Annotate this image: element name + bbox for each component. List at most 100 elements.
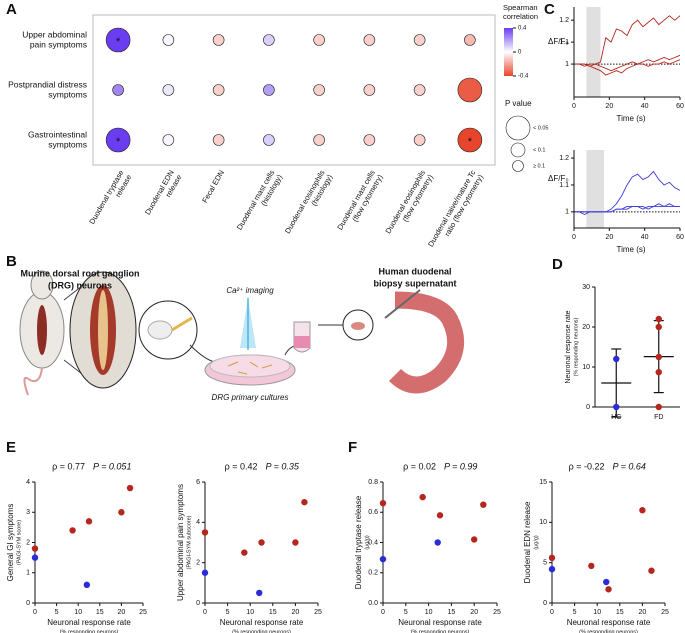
dot (655, 323, 662, 331)
x-tick-label: 15 (448, 609, 456, 616)
x-tick-label: 20 (118, 609, 126, 616)
bubble (162, 34, 175, 46)
trace (574, 15, 681, 67)
y-axis-sublabel: (µg/g) (533, 535, 539, 550)
point (69, 527, 76, 534)
x-tick-label: 0 (572, 234, 576, 241)
x-axis-label: Neuronal response rate (47, 618, 131, 627)
point (292, 539, 299, 546)
point (379, 499, 387, 507)
supernatant (294, 336, 310, 348)
x-tick-label: 5 (404, 609, 408, 616)
x-tick-label: 60 (676, 103, 684, 110)
point (548, 565, 556, 573)
rat-spine (37, 305, 47, 355)
bubble (112, 84, 124, 96)
point (588, 562, 595, 570)
point (379, 555, 387, 563)
forceps (384, 289, 421, 319)
row-label: symptoms (48, 89, 87, 99)
point (201, 529, 209, 536)
y-axis-label: ΔF/F₀ (548, 37, 569, 46)
y-tick-label: 1.2 (559, 17, 569, 24)
colorbar-tick-label: 0.4 (518, 26, 527, 32)
stimulus-shade (586, 7, 601, 97)
x-tick-label: 15 (616, 609, 624, 616)
y-tick-label: 1 (26, 570, 30, 577)
y-tick-label: 0 (196, 600, 200, 607)
bubble (413, 34, 426, 46)
rho-label: ρ = 0.42 (225, 461, 258, 471)
x-tick-label: 40 (641, 234, 649, 241)
y-axis-sublabel: (PAGI-SYM subscore) (186, 515, 192, 569)
x-tick-label: 10 (74, 609, 82, 616)
dot (655, 353, 662, 361)
point (605, 586, 612, 593)
bubble (263, 84, 275, 96)
colorbar-tick-label: -0.4 (518, 74, 529, 80)
p-label: P = 0.64 (613, 461, 646, 471)
y-tick-label: 10 (539, 519, 547, 526)
point (201, 569, 209, 576)
size-legend-circle (505, 115, 531, 141)
y-axis-label: Duodenal tryptase release (354, 495, 363, 589)
point (256, 589, 263, 597)
y-tick-label: 4 (196, 519, 200, 526)
y-tick-label: 10 (582, 364, 590, 371)
bubble (313, 84, 325, 96)
panel-b-illustration: Murine dorsal root ganglion (DRG) neuron… (19, 266, 465, 402)
y-tick-label: 1 (565, 209, 569, 216)
y-tick-label: 0 (26, 600, 30, 607)
x-tick-label: 0 (381, 609, 385, 616)
y-tick-label: 0 (586, 404, 590, 411)
colorbar (504, 28, 513, 76)
y-axis-label: Upper abdominal pain symptoms (176, 484, 185, 601)
point (118, 509, 125, 516)
point (648, 567, 655, 574)
bubble (105, 127, 131, 153)
x-tick-label: 0 (550, 609, 554, 616)
y-tick-label: 0.2 (368, 570, 378, 577)
rat-head (30, 270, 54, 300)
y-tick-label: 0.8 (368, 479, 378, 486)
y-axis-label: General GI symptoms (6, 504, 15, 582)
neurons (227, 361, 273, 375)
point (258, 539, 265, 546)
rho-label: ρ = 0.77 (52, 461, 85, 471)
dot (655, 369, 662, 376)
panel-label: D (552, 256, 563, 273)
x-tick-label: 20 (605, 234, 613, 241)
y-tick-label: 6 (196, 479, 200, 486)
dot (613, 403, 620, 411)
point (548, 554, 556, 562)
point (639, 507, 646, 514)
bubble (413, 84, 426, 96)
point (301, 498, 308, 506)
x-tick-label: FD (654, 414, 663, 421)
y-tick-label: 30 (582, 284, 590, 291)
panel-label: C (544, 1, 555, 18)
size-legend-circle (510, 142, 526, 158)
x-tick-label: 0 (33, 609, 37, 616)
x-axis-sublabel: (% responding neurons) (411, 629, 470, 633)
y-tick-label: 0 (543, 600, 547, 607)
y-tick-label: 3 (26, 509, 30, 516)
significance-star: * (116, 136, 121, 148)
drg (147, 320, 173, 340)
colorbar-title: correlation (503, 12, 538, 21)
b-left-title: (DRG) neurons (48, 280, 112, 290)
size-legend-circle (512, 160, 524, 172)
bubble (363, 134, 376, 146)
row-label: Postprandial distress (8, 79, 87, 89)
y-tick-label: 15 (539, 479, 547, 486)
size-legend-title: P value (505, 99, 532, 108)
bubble (105, 27, 131, 53)
b-left-title: Murine dorsal root ganglion (21, 268, 140, 278)
x-tick-label: 5 (573, 609, 577, 616)
panel-label: B (6, 253, 17, 270)
bubble (464, 34, 476, 46)
y-tick-label: 1.1 (559, 39, 569, 46)
x-tick-label: 0 (203, 609, 207, 616)
bubble (363, 84, 376, 96)
panel-label: E (6, 439, 16, 456)
